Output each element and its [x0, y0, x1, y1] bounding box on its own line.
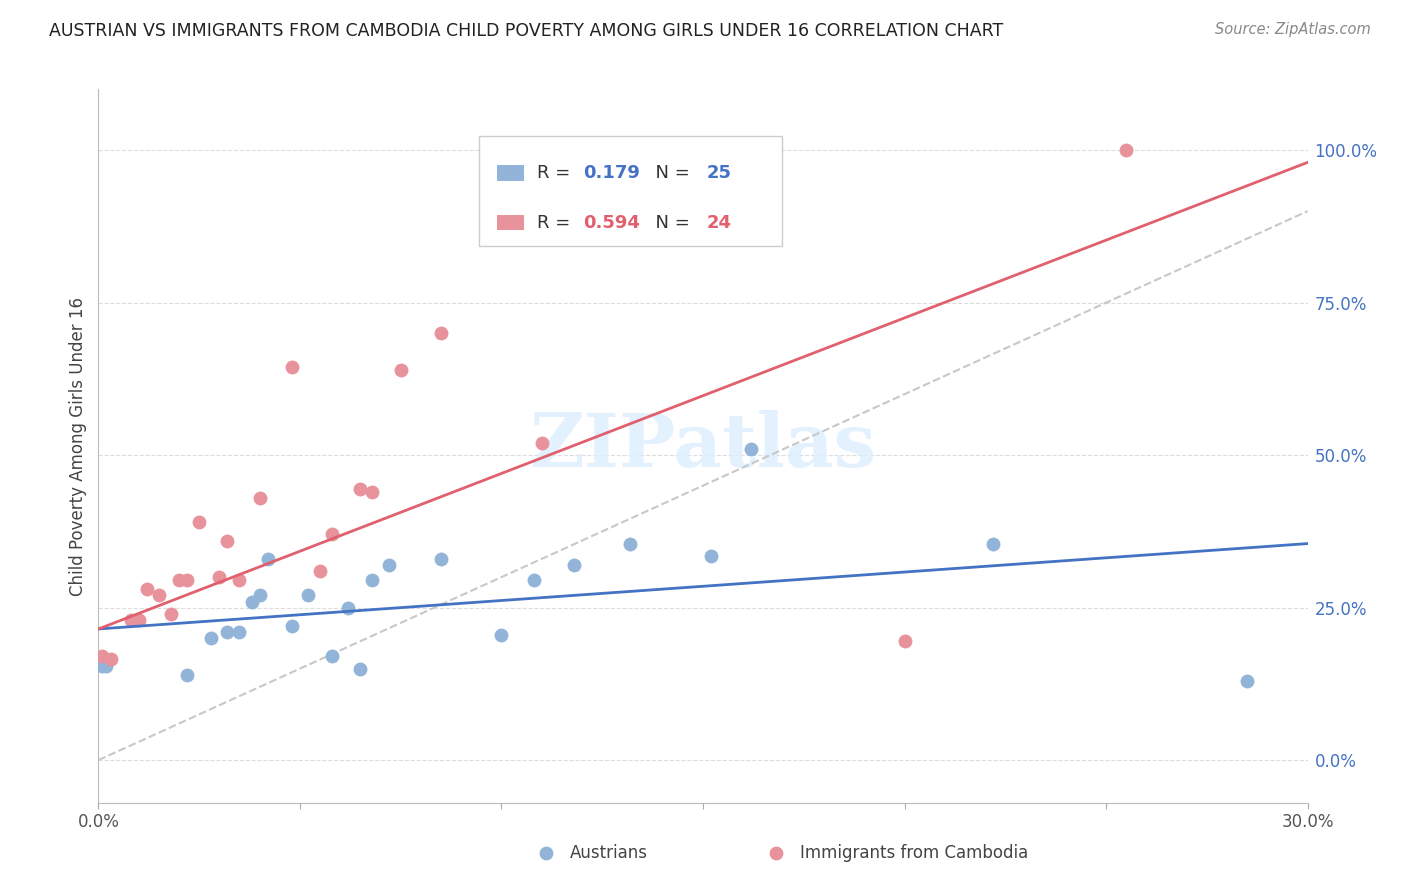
Point — [740, 442, 762, 456]
Point — [321, 649, 343, 664]
Point — [321, 527, 343, 541]
Text: 0.594: 0.594 — [583, 213, 640, 232]
Point — [361, 484, 384, 499]
Point — [217, 625, 239, 640]
Text: Austrians: Austrians — [569, 844, 648, 862]
Text: R =: R = — [537, 213, 576, 232]
Point — [430, 326, 453, 341]
Point — [148, 589, 170, 603]
Point — [530, 436, 553, 450]
Point — [619, 536, 641, 550]
Point — [1236, 673, 1258, 688]
Point — [700, 549, 723, 563]
Point — [91, 649, 114, 664]
Point — [893, 634, 915, 648]
Point — [430, 551, 453, 566]
Point — [200, 631, 222, 645]
Y-axis label: Child Poverty Among Girls Under 16: Child Poverty Among Girls Under 16 — [69, 296, 87, 596]
Point — [361, 573, 384, 587]
Point — [135, 582, 157, 597]
FancyBboxPatch shape — [498, 215, 524, 230]
Point — [120, 613, 142, 627]
Point — [228, 625, 250, 640]
Text: R =: R = — [537, 164, 576, 182]
Point — [377, 558, 399, 572]
Text: ZIPatlas: ZIPatlas — [530, 409, 876, 483]
Point — [167, 573, 190, 587]
Point — [188, 515, 211, 529]
Point — [309, 564, 332, 578]
Point — [523, 573, 546, 587]
Point — [981, 536, 1004, 550]
Point — [349, 482, 371, 496]
Text: 0.179: 0.179 — [583, 164, 640, 182]
Point — [128, 613, 150, 627]
Point — [562, 558, 585, 572]
Point — [297, 589, 319, 603]
Point — [176, 573, 198, 587]
Point — [349, 662, 371, 676]
Point — [281, 359, 304, 374]
FancyBboxPatch shape — [479, 136, 782, 246]
Text: Immigrants from Cambodia: Immigrants from Cambodia — [800, 844, 1028, 862]
Point — [100, 652, 122, 666]
Point — [1115, 143, 1137, 157]
Point — [256, 551, 278, 566]
Point — [208, 570, 231, 584]
Text: 25: 25 — [707, 164, 731, 182]
Text: N =: N = — [644, 164, 695, 182]
Point — [217, 533, 239, 548]
Point — [249, 491, 271, 505]
Point — [249, 589, 271, 603]
Text: Source: ZipAtlas.com: Source: ZipAtlas.com — [1215, 22, 1371, 37]
Point — [176, 667, 198, 681]
Point — [281, 619, 304, 633]
Text: N =: N = — [644, 213, 695, 232]
Text: AUSTRIAN VS IMMIGRANTS FROM CAMBODIA CHILD POVERTY AMONG GIRLS UNDER 16 CORRELAT: AUSTRIAN VS IMMIGRANTS FROM CAMBODIA CHI… — [49, 22, 1004, 40]
Text: 24: 24 — [707, 213, 731, 232]
Point — [96, 658, 118, 673]
Point — [228, 573, 250, 587]
Point — [491, 628, 513, 642]
Point — [91, 658, 114, 673]
Point — [160, 607, 183, 621]
Point — [389, 363, 412, 377]
Point — [337, 600, 360, 615]
FancyBboxPatch shape — [498, 165, 524, 180]
Point — [240, 594, 263, 608]
